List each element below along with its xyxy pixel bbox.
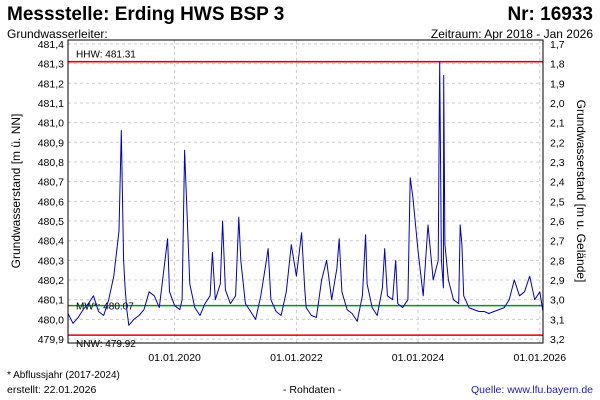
x-tick-label: 01.01.2020 <box>148 352 201 364</box>
y-tick-label: 481,0 <box>38 118 64 130</box>
y2-tick-label: 1,8 <box>550 59 565 71</box>
y-tick-label: 480,4 <box>38 236 64 248</box>
reference-label-mw: MW*: 480.07 <box>76 302 134 313</box>
y2-tick-label: 3,0 <box>550 295 565 307</box>
footnote: * Abflussjahr (2017-2024) <box>7 370 120 381</box>
y2-tick-label: 2,6 <box>550 216 565 228</box>
y-tick-label: 481,4 <box>38 39 64 51</box>
y2-tick-label: 2,9 <box>550 275 565 287</box>
y2-tick-label: 2,3 <box>550 157 565 169</box>
x-tick-label: 01.01.2022 <box>270 352 323 364</box>
reference-lines: HHW: 481.31 MW*: 480.07 NNW: 479.92 <box>68 50 543 350</box>
x-tick-label: 01.01.2024 <box>392 352 445 364</box>
y-tick-label: 480,7 <box>38 177 64 189</box>
y-tick-label: 479,9 <box>38 334 64 346</box>
raw-data-note: - Rohdaten - <box>283 384 342 396</box>
source-link[interactable]: Quelle: www.lfu.bayern.de <box>471 384 593 396</box>
y2-tick-label: 2,4 <box>550 177 565 189</box>
axes: 479,9 480,0 480,1 480,2 480,3 480,4 480,5 480,6… <box>38 39 567 364</box>
page-title: Messstelle: Erding HWS BSP 3 <box>7 4 285 25</box>
y2-tick-label: 3,1 <box>550 314 565 326</box>
y-tick-label: 481,3 <box>38 59 64 71</box>
y2-axis-label: Grundwasserstand [m u. Gelände] <box>574 100 588 283</box>
y-tick-label: 480,6 <box>38 196 64 208</box>
y-tick-label: 480,8 <box>38 157 64 169</box>
y2-tick-label: 2,2 <box>550 137 565 149</box>
y-tick-label: 480,5 <box>38 216 64 228</box>
reference-label-nnw: NNW: 479.92 <box>76 339 136 350</box>
y-tick-label: 480,3 <box>38 255 64 267</box>
reference-label-hhw: HHW: 481.31 <box>76 50 136 61</box>
created-date: erstellt: 22.01.2026 <box>7 384 97 396</box>
y-tick-label: 481,1 <box>38 98 64 110</box>
y2-tick-label: 3,2 <box>550 334 565 346</box>
y2-tick-label: 2,0 <box>550 98 565 110</box>
y-tick-label: 481,2 <box>38 78 64 90</box>
period-label: Zeitraum: Apr 2018 - Jan 2026 <box>430 27 593 41</box>
aquifer-label: Grundwasserleiter: <box>7 27 108 41</box>
series-line <box>67 61 544 326</box>
y-tick-label: 480,0 <box>38 314 64 326</box>
y2-tick-label: 2,5 <box>550 196 565 208</box>
y2-tick-label: 1,9 <box>550 78 565 90</box>
y2-tick-label: 1,7 <box>550 39 565 51</box>
grid <box>68 40 543 343</box>
series-layer <box>67 61 544 326</box>
y2-tick-label: 2,8 <box>550 255 565 267</box>
y-tick-label: 480,1 <box>38 295 64 307</box>
y2-tick-label: 2,1 <box>550 118 565 130</box>
y2-tick-label: 2,7 <box>550 236 565 248</box>
y-axis-label: Grundwasserstand [m ü. NN] <box>9 114 23 269</box>
plot-frame <box>67 39 544 344</box>
y-tick-label: 480,2 <box>38 275 64 287</box>
x-tick-label: 01.01.2026 <box>514 352 567 364</box>
y-tick-label: 480,9 <box>38 137 64 149</box>
station-number: Nr: 16933 <box>507 4 593 25</box>
